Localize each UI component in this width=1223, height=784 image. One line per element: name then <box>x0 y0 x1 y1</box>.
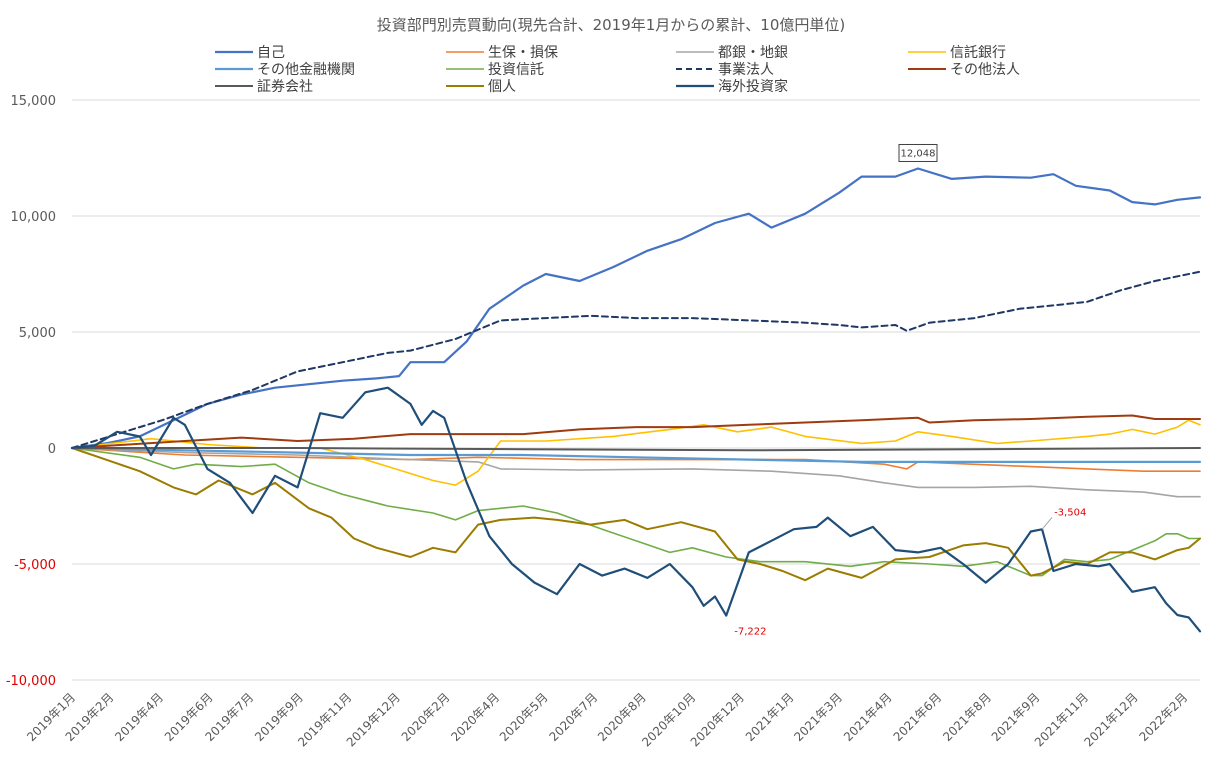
x-tick-label: 2020年7月 <box>547 690 601 744</box>
chart-title: 投資部門別売買動向(現先合計、2019年1月からの累計、10億円単位) <box>377 16 846 34</box>
x-tick-label: 2021年4月 <box>841 690 895 744</box>
y-tick-label: -5,000 <box>14 558 56 573</box>
y-tick-label: -10,000 <box>6 674 56 689</box>
x-axis: 2019年1月2019年2月2019年4月2019年6月2019年7月2019年… <box>24 690 1190 749</box>
legend-label: 投資信託 <box>488 62 544 78</box>
x-tick-label: 2021年3月 <box>791 690 845 744</box>
legend-label: 個人 <box>488 79 516 95</box>
series-lines <box>70 167 1202 633</box>
annotation-label: 12,048 <box>901 148 936 159</box>
legend-label: 自己 <box>257 45 285 61</box>
y-tick-label: 15,000 <box>11 94 57 109</box>
series-line-7 <box>71 414 1201 449</box>
annotations: 12,048 -7,222 -3,504 <box>734 143 1086 638</box>
series-line-0 <box>70 167 1202 450</box>
legend-label: 都銀・地銀 <box>718 45 788 61</box>
legend-label: その他金融機関 <box>257 62 355 78</box>
x-tick-label: 2021年6月 <box>891 690 945 744</box>
y-tick-label: 10,000 <box>11 210 57 225</box>
annotation-leader <box>1041 516 1053 530</box>
annotation-label: -7,222 <box>734 627 766 638</box>
x-tick-label: 2022年2月 <box>1136 690 1190 744</box>
series-line-9 <box>71 447 1201 582</box>
x-tick-label: 2021年8月 <box>940 690 994 744</box>
x-tick-label: 2020年4月 <box>448 690 502 744</box>
series-line-6 <box>71 270 1201 449</box>
y-axis: 15,000 10,000 5,000 0 -5,000 -10,000 <box>6 94 56 689</box>
legend-label: 証券会社 <box>257 79 313 95</box>
legend-label: 事業法人 <box>718 62 774 78</box>
y-tick-label: 5,000 <box>19 326 56 341</box>
series-line-5 <box>71 447 1201 577</box>
annotation-box <box>898 143 938 162</box>
series-line-8 <box>71 447 1201 452</box>
legend-label: 信託銀行 <box>950 45 1006 61</box>
x-tick-label: 2021年12月 <box>1081 690 1140 749</box>
x-tick-label: 2020年5月 <box>497 690 551 744</box>
series-line-4 <box>70 446 1202 463</box>
grid-lines <box>72 99 1200 681</box>
series-line-1 <box>71 447 1201 472</box>
legend-label: 海外投資家 <box>718 78 788 95</box>
series-line-10 <box>70 386 1202 633</box>
legend-label: 生保・損保 <box>488 45 558 61</box>
x-tick-label: 2020年2月 <box>399 690 453 744</box>
x-tick-label: 2021年1月 <box>743 690 797 744</box>
x-tick-label: 2020年8月 <box>595 690 649 744</box>
series-line-2 <box>71 447 1201 498</box>
y-tick-label: 0 <box>48 442 56 457</box>
x-tick-label: 2019年4月 <box>112 690 166 744</box>
annotation-label: -3,504 <box>1054 507 1086 518</box>
legend-label: その他法人 <box>950 62 1020 78</box>
series-line-3 <box>71 419 1201 486</box>
